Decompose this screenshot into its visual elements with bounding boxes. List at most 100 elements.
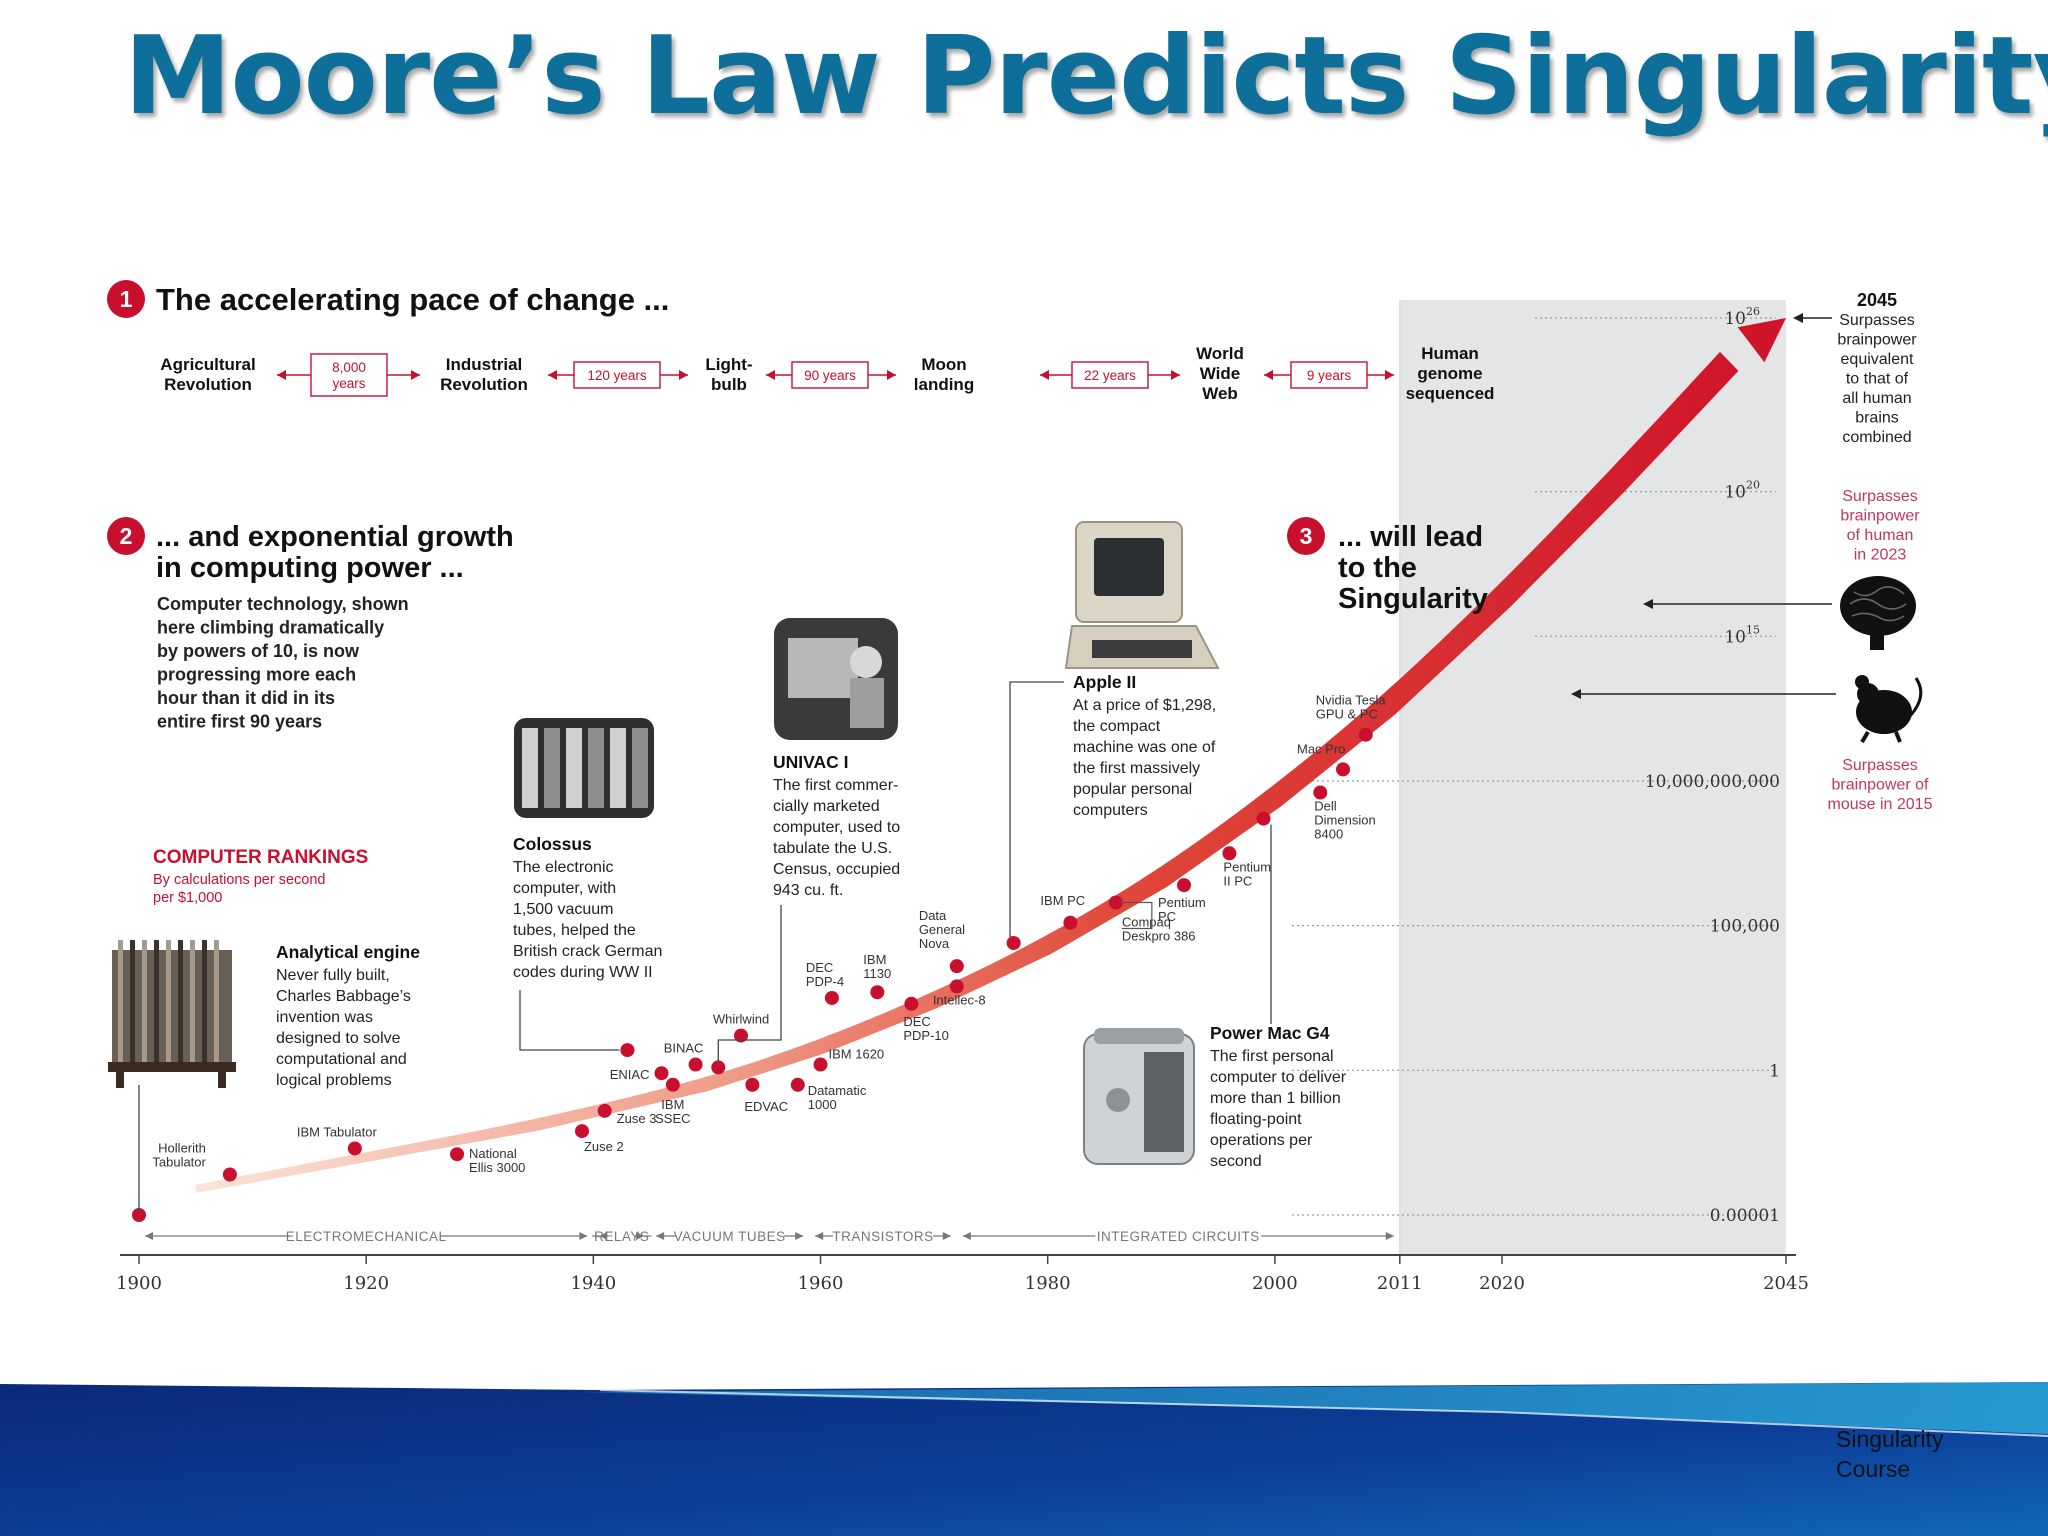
- rankings-subheading: By calculations per second: [153, 872, 326, 888]
- data-point-label: Deskpro 386: [1122, 928, 1196, 943]
- data-point-label: Mac Pro: [1297, 741, 1345, 756]
- data-point-label: Pentium: [1223, 859, 1271, 874]
- data-point-label: DEC: [806, 960, 833, 975]
- data-point-label: Zuse 3: [617, 1111, 657, 1126]
- y-tick-label: 10,000,000,000: [1645, 772, 1780, 792]
- annotation-mouse: Surpasses: [1842, 757, 1918, 774]
- colossus-body: tubes, helped the: [513, 922, 636, 939]
- data-point: [1108, 895, 1123, 910]
- x-tick-label: 2011: [1377, 1273, 1423, 1294]
- apple-keys: [1092, 640, 1192, 658]
- data-point-label: BINAC: [664, 1041, 704, 1056]
- timeline-gap-box: [573, 361, 661, 389]
- leader-univac: [717, 905, 782, 1062]
- colossus-rack: [632, 728, 648, 808]
- analytical-engine-body: Never fully built,: [276, 967, 390, 984]
- colossus-rack: [566, 728, 582, 808]
- data-point: [745, 1077, 760, 1092]
- apple-screen: [1094, 538, 1164, 596]
- timeline-arrow-head: [1385, 370, 1394, 380]
- data-point-label: National: [469, 1146, 517, 1161]
- apple-ii-body: the compact: [1073, 718, 1161, 735]
- data-point: [1176, 878, 1191, 893]
- era-label: VACUUM TUBES: [674, 1229, 786, 1244]
- timeline-event: Revolution: [164, 375, 252, 394]
- future-region: [1399, 300, 1786, 1255]
- data-point-label: Dell: [1314, 799, 1337, 814]
- data-point: [574, 1124, 589, 1139]
- rankings-heading: COMPUTER RANKINGS: [153, 847, 368, 868]
- x-tick-label: 1940: [570, 1273, 616, 1294]
- data-point: [1006, 936, 1021, 951]
- data-point: [813, 1057, 828, 1072]
- timeline-gap-label: 8,000: [332, 360, 366, 375]
- data-point: [222, 1167, 237, 1182]
- annotation-2045: brains: [1855, 410, 1899, 427]
- annotation-2045-year: 2045: [1857, 290, 1897, 310]
- timeline-arrow-head: [411, 370, 420, 380]
- timeline-event: World: [1196, 344, 1244, 363]
- y-tick-label: 1: [1769, 1061, 1780, 1081]
- data-point-label: Tabulator: [152, 1154, 206, 1169]
- annotation-human: in 2023: [1854, 547, 1907, 564]
- power-mac-picture: [1083, 1028, 1195, 1165]
- section-1-badge-number: 1: [120, 286, 133, 312]
- colossus-body: The electronic: [513, 859, 614, 876]
- analytical-engine-title: Analytical engine: [276, 942, 420, 962]
- timeline-gap-box: [791, 361, 869, 389]
- data-point-label: IBM: [661, 1097, 684, 1112]
- x-tick-label: 1900: [116, 1273, 162, 1294]
- section-2-body: hour than it did in its: [157, 688, 335, 708]
- data-point: [450, 1147, 465, 1162]
- engine-column: [154, 940, 159, 1070]
- annotation-2045: Surpasses: [1839, 312, 1915, 329]
- data-point-label: PDP-10: [903, 1028, 949, 1043]
- timeline-gap-label: 9 years: [1307, 368, 1352, 383]
- annotation-2045: all human: [1842, 390, 1911, 407]
- data-point: [1256, 811, 1271, 826]
- y-tick-label: 100,000: [1710, 917, 1780, 937]
- timeline-event: Web: [1202, 384, 1238, 403]
- era-arrow: [145, 1232, 153, 1240]
- era-arrow: [962, 1232, 971, 1240]
- apple-ii-body: machine was one of: [1073, 739, 1216, 756]
- data-point-label: Whirlwind: [713, 1012, 769, 1027]
- univac-panel: [788, 638, 858, 698]
- powermac-handle: [1094, 1028, 1184, 1044]
- era-arrow: [599, 1232, 608, 1240]
- data-point-label: Hollerith: [158, 1140, 206, 1155]
- univac-body: computer, used to: [773, 819, 900, 836]
- section-2-badge-number: 2: [120, 523, 133, 549]
- timeline-gap-label: years: [332, 376, 365, 391]
- data-point-label: EDVAC: [744, 1099, 788, 1114]
- timeline-arrow-head: [1264, 370, 1273, 380]
- analytical-engine-body: logical problems: [276, 1072, 392, 1089]
- timeline-arrow-head: [679, 370, 688, 380]
- timeline-event: genome: [1417, 364, 1482, 383]
- section-3-heading: Singularity: [1338, 583, 1488, 615]
- annotation-mouse: brainpower of: [1832, 777, 1930, 794]
- mouse-icon: [1855, 675, 1923, 744]
- data-point-label: 1130: [863, 966, 891, 981]
- timeline-arrow-head: [766, 370, 775, 380]
- engine-column: [166, 940, 171, 1070]
- mouse-arrow-head: [1571, 689, 1581, 699]
- era-arrow: [795, 1232, 804, 1240]
- power-mac-title: Power Mac G4: [1210, 1023, 1330, 1043]
- era-label: RELAYS: [594, 1229, 649, 1244]
- data-point-label: Nova: [919, 936, 950, 951]
- power-mac-body: second: [1210, 1153, 1262, 1170]
- data-point: [1063, 915, 1078, 930]
- analytical-engine-picture: [108, 940, 236, 1088]
- timeline-gap-box: [310, 353, 388, 397]
- univac-body: The first commer-: [773, 777, 898, 794]
- timeline-gap-label: 90 years: [804, 368, 856, 383]
- data-point: [1222, 846, 1237, 861]
- era-arrow: [579, 1232, 588, 1240]
- era-arrow: [636, 1232, 645, 1240]
- engine-column: [142, 940, 147, 1070]
- analytical-engine-body: designed to solve: [276, 1030, 401, 1047]
- footer-text: Singularity Course: [1836, 1426, 1944, 1482]
- power-mac-body: The first personal: [1210, 1048, 1334, 1065]
- univac-body: Census, occupied: [773, 861, 900, 878]
